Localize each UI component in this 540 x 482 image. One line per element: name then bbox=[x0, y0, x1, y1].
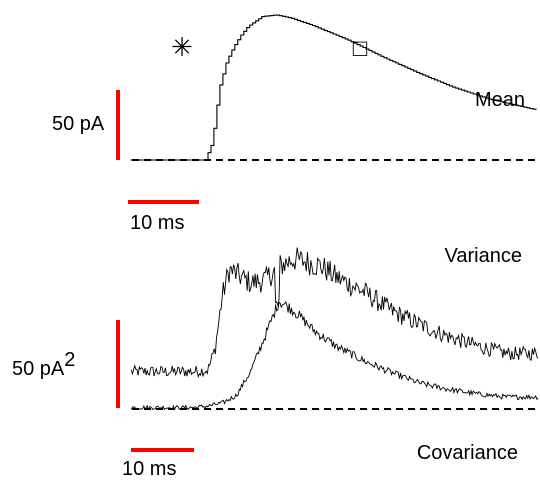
variance-label: Variance bbox=[445, 245, 522, 267]
mean-label: Mean bbox=[475, 89, 525, 111]
covariance-label: Covariance bbox=[417, 442, 518, 464]
top-y-scale-label: 50 pA bbox=[52, 113, 105, 135]
bottom-y-scale-label: 50 pA2 bbox=[12, 349, 75, 380]
covariance-trace bbox=[130, 300, 539, 411]
variance-panel: Variance Covariance bbox=[130, 245, 539, 464]
bottom-scale-bars: 50 pA2 10 ms bbox=[12, 320, 194, 480]
top-scale-bars: 50 pA 10 ms bbox=[52, 90, 199, 234]
bottom-x-scale-label: 10 ms bbox=[122, 458, 176, 480]
mean-panel: ✳ □ Mean bbox=[130, 14, 538, 161]
top-x-scale-label: 10 ms bbox=[130, 212, 184, 234]
square-marker: □ bbox=[353, 35, 368, 62]
variance-trace bbox=[130, 247, 539, 379]
asterisk-marker: ✳ bbox=[171, 32, 193, 62]
mean-trace bbox=[130, 14, 537, 161]
